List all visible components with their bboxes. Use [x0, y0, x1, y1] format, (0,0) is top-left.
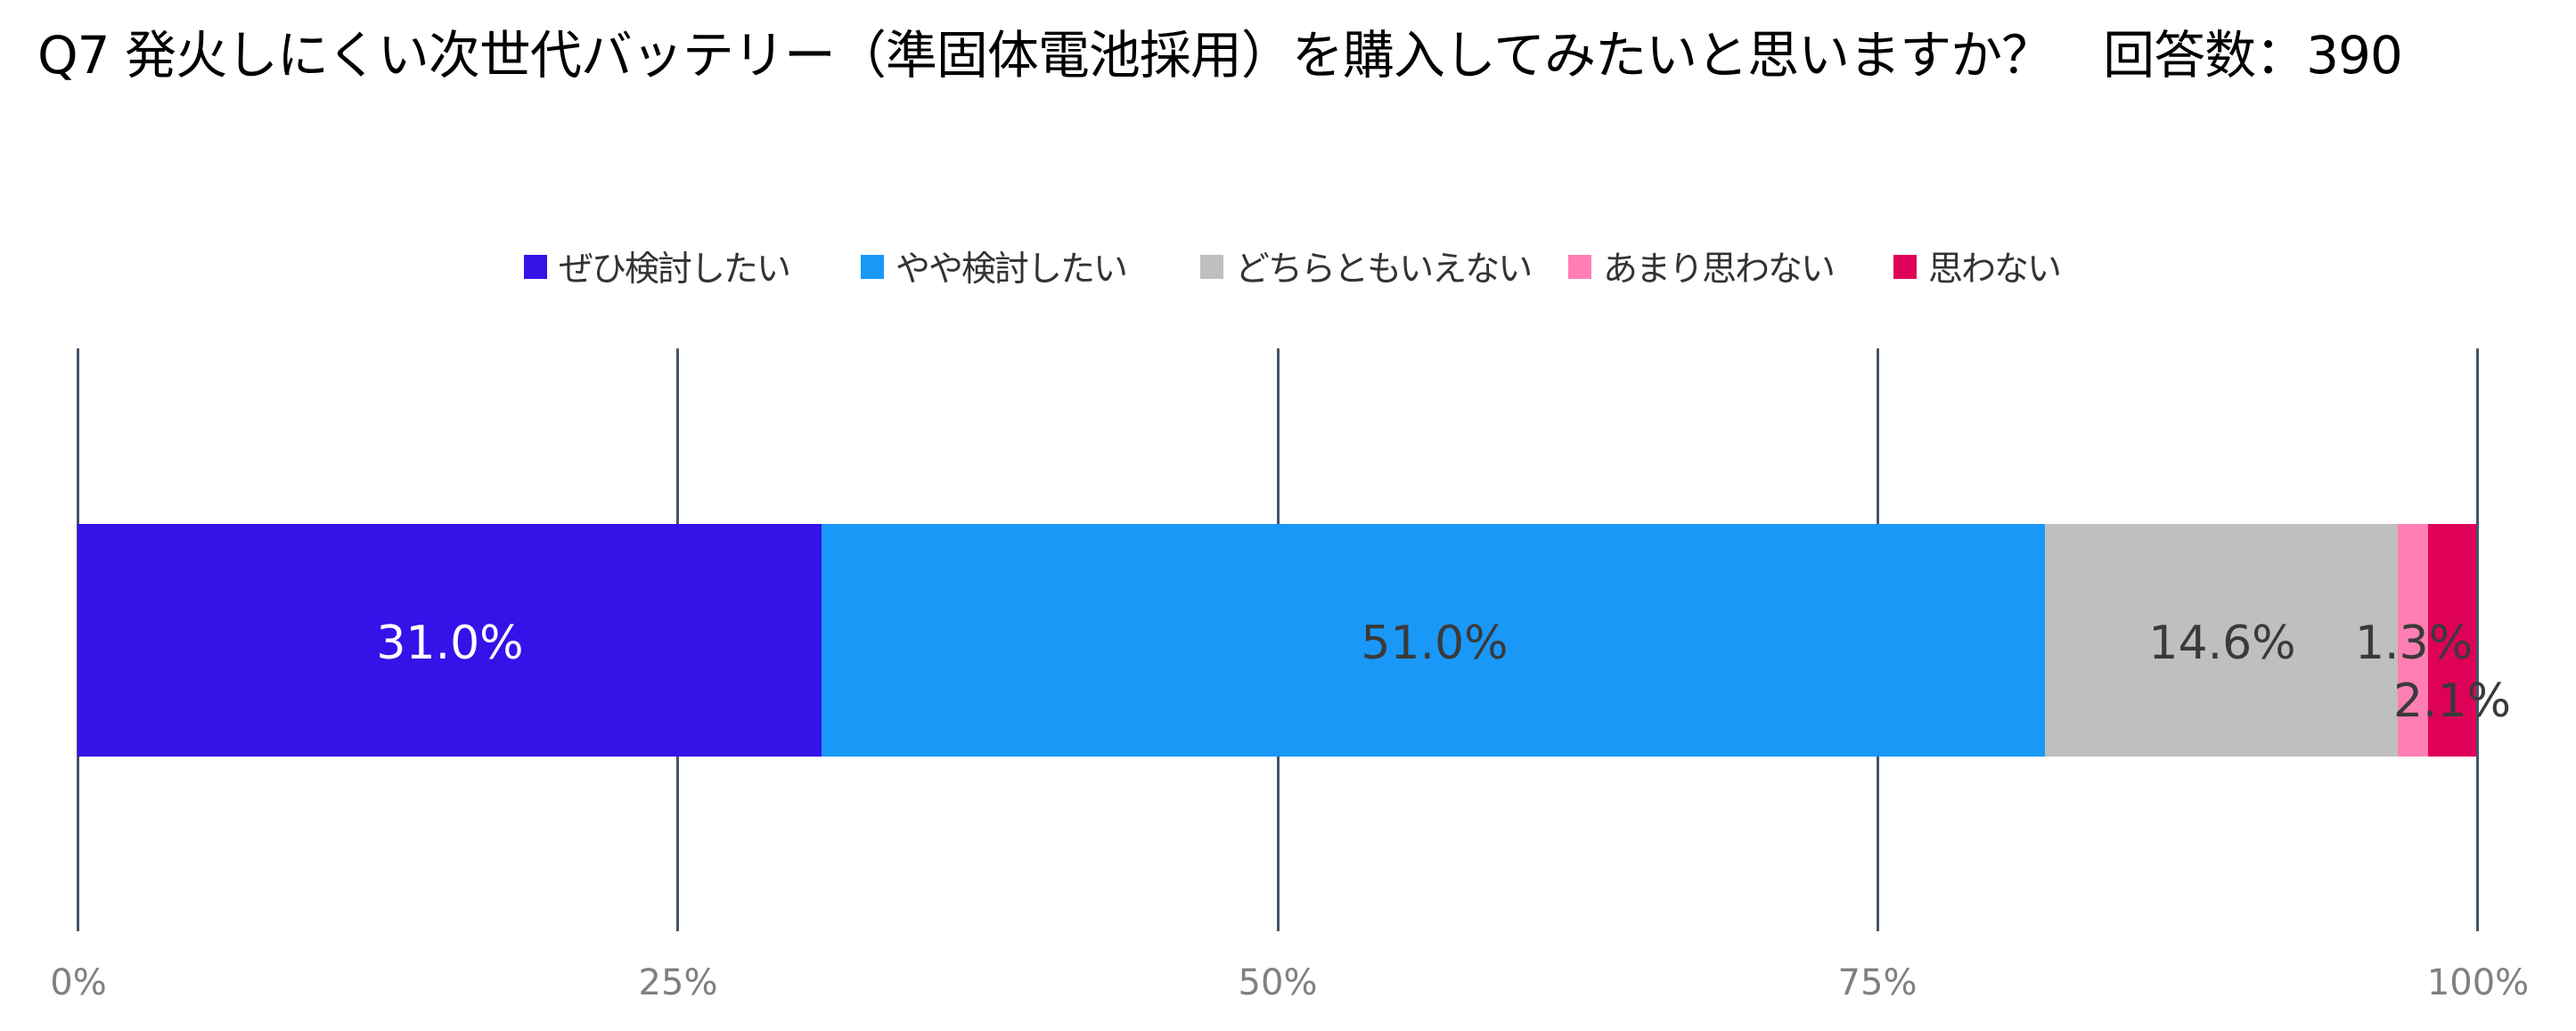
legend-label: あまり思わない [1603, 250, 1836, 290]
legend-item-definitely-consider: ぜひ検討したい [524, 242, 791, 290]
chart-title: Q7 発火しにくい次世代バッテリー（準固体電池採用）を購入してみたいと思いますか… [37, 25, 2403, 86]
bar-segment-not-really [2398, 524, 2428, 757]
legend-swatch-icon [1568, 254, 1591, 279]
legend-label: 思わない [1928, 250, 2062, 290]
legend-swatch-icon [524, 254, 547, 279]
data-label-not-at-all: 2.1% [2392, 675, 2512, 728]
legend-item-not-really: あまり思わない [1568, 242, 1836, 290]
plot-area: 31.0% 51.0% 14.6% 1.3% 2.1% [77, 348, 2511, 931]
bar-segment-definitely-consider [78, 524, 822, 757]
legend-item-somewhat-consider: やや検討したい [861, 242, 1128, 290]
legend-swatch-icon [861, 254, 884, 279]
data-label-definitely-consider: 31.0% [376, 617, 524, 670]
legend-label: やや検討したい [895, 250, 1128, 290]
x-tick-75: 75% [1837, 962, 1918, 1003]
data-label-somewhat-consider: 51.0% [1361, 617, 1509, 670]
x-tick-25: 25% [638, 962, 718, 1003]
legend-label: どちらともいえない [1235, 250, 1533, 290]
data-label-not-really: 1.3% [2354, 617, 2474, 670]
legend-label: ぜひ検討したい [559, 250, 791, 290]
legend-swatch-icon [1893, 254, 1917, 279]
legend-item-not-at-all: 思わない [1893, 242, 2062, 290]
bar-segment-somewhat-consider [822, 524, 2045, 757]
x-tick-50: 50% [1238, 962, 1318, 1003]
x-tick-0: 0% [50, 962, 107, 1003]
bar-segment-not-at-all [2428, 524, 2478, 757]
stacked-bar [78, 524, 2478, 757]
legend-swatch-icon [1200, 254, 1223, 279]
gridline-100 [2476, 348, 2479, 931]
legend: ぜひ検討したい やや検討したい どちらともいえない あまり思わない 思わない [0, 242, 2576, 290]
bar-segment-neutral [2045, 524, 2398, 757]
x-tick-100: 100% [2426, 962, 2530, 1003]
data-label-neutral: 14.6% [2148, 617, 2296, 670]
legend-item-neutral: どちらともいえない [1200, 242, 1533, 290]
